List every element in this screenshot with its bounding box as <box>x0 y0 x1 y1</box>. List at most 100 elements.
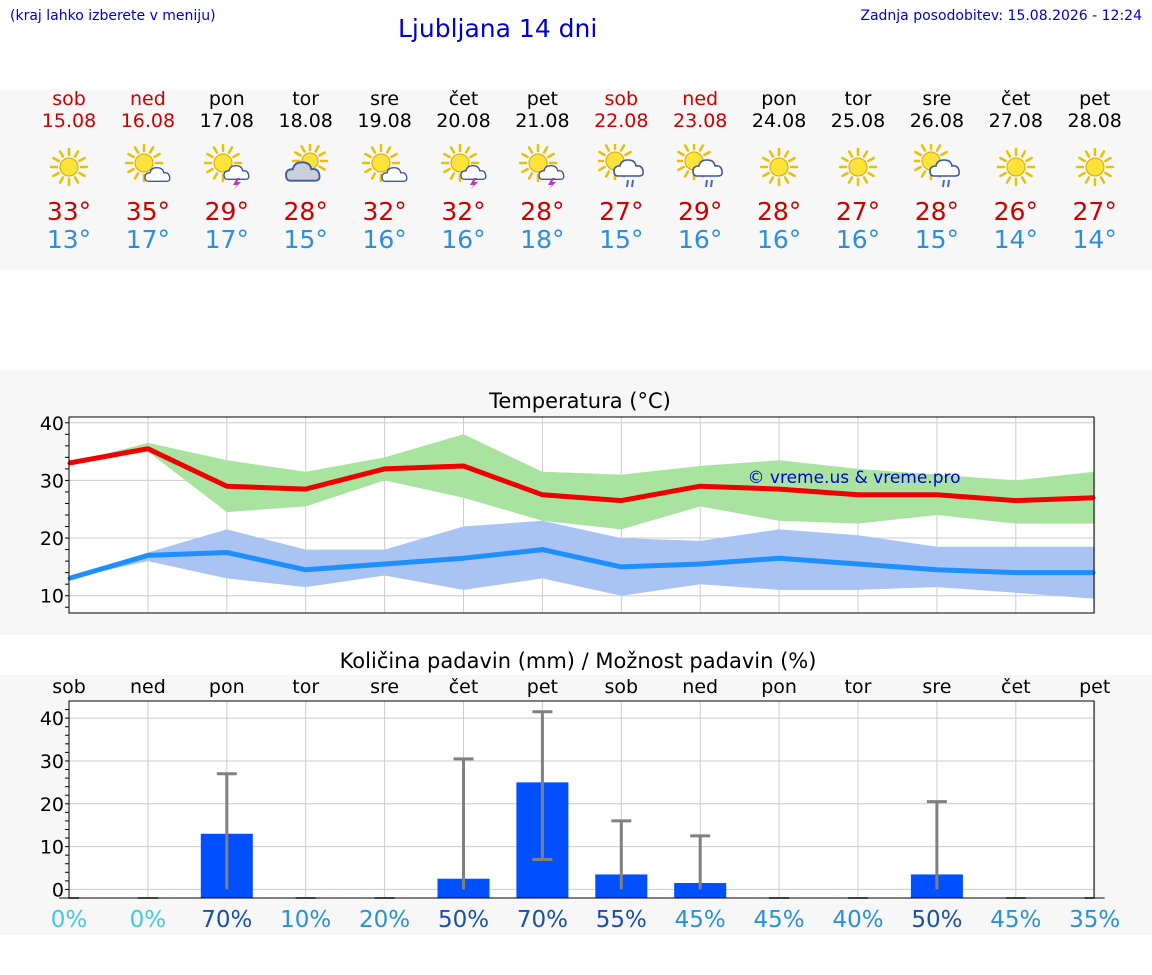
max-temperature: 28° <box>520 197 565 226</box>
sun-icon <box>46 144 92 190</box>
min-temperature: 18° <box>520 225 565 254</box>
sun-icon <box>756 144 802 190</box>
day-date: 21.08 <box>515 110 570 132</box>
max-temperature: 27° <box>835 197 881 226</box>
day-date: 15.08 <box>41 110 97 132</box>
day-name: sob <box>604 88 639 110</box>
precipitation-chart-title: Količina padavin (mm) / Možnost padavin … <box>340 649 817 673</box>
y-tick-label: 0 <box>52 879 64 901</box>
day-column: sre 19.08 32° 16° <box>346 88 424 254</box>
data-point <box>856 562 860 566</box>
day-name: ned <box>682 88 719 110</box>
sun-icon <box>1072 144 1118 190</box>
min-temperature: 14° <box>993 225 1038 254</box>
min-temperature: 14° <box>1072 225 1117 254</box>
sun-icon <box>993 144 1039 190</box>
max-temperature: 33° <box>46 197 92 226</box>
data-point <box>777 556 781 560</box>
day-column: tor 18.08 28° 15° <box>267 88 345 254</box>
page-title: Ljubljana 14 dni <box>398 14 598 43</box>
sun-icon <box>835 144 881 190</box>
location-hint: (kraj lahko izberete v meniju) <box>10 8 216 24</box>
sun-rain-icon <box>596 141 645 190</box>
data-point <box>462 556 465 560</box>
temperature-chart: Temperatura (°C) 10 20 30 40 © vreme.us & vr… <box>40 389 1096 614</box>
data-point <box>462 464 465 468</box>
data-point <box>540 493 544 497</box>
day-name: tor <box>844 88 872 110</box>
min-temperature: 15° <box>599 225 644 254</box>
day-name: pet <box>526 88 558 110</box>
y-tick-label: 10 <box>40 837 64 859</box>
precipitation-probability: 20% <box>359 907 410 933</box>
day-date: 16.08 <box>120 110 176 132</box>
day-name: ned <box>129 88 166 110</box>
precipitation-probability: 35% <box>1069 907 1120 933</box>
data-point <box>146 447 150 451</box>
sun-rain-icon <box>911 141 960 190</box>
day-column: čet 20.08 32° 16° <box>425 88 503 254</box>
day-column: ned 23.08 29° 16° <box>661 88 739 254</box>
x-category-label: tor <box>845 676 872 698</box>
min-temperature: 16° <box>362 225 407 254</box>
min-temperature: 17° <box>204 225 249 254</box>
day-name: tor <box>292 88 320 110</box>
day-name: sre <box>922 88 952 110</box>
day-date: 24.08 <box>751 110 807 132</box>
max-temperature-line <box>68 446 1095 504</box>
x-category-label: sre <box>370 676 399 698</box>
temperature-chart-title: Temperatura (°C) <box>488 389 671 413</box>
min-temperature: 17° <box>125 225 171 254</box>
max-temperature: 28° <box>283 197 328 226</box>
min-temperature: 13° <box>46 225 92 254</box>
y-tick-label: 20 <box>40 794 64 816</box>
data-point <box>935 568 939 572</box>
day-column: sob 15.08 33° 13° <box>30 88 108 254</box>
max-temperature-band <box>69 434 1094 530</box>
precipitation-probability: 45% <box>754 907 805 933</box>
data-point <box>1014 499 1018 503</box>
sun-rain-icon <box>674 141 724 190</box>
y-tick-label: 40 <box>40 413 64 435</box>
day-date: 26.08 <box>909 110 965 132</box>
min-temperature: 16° <box>678 225 723 254</box>
x-category-label: čet <box>1001 676 1031 698</box>
precipitation-probability: 70% <box>517 907 568 933</box>
x-category-label: ned <box>130 676 166 698</box>
sun-cloud-icon <box>124 143 171 190</box>
data-point <box>225 484 229 488</box>
x-category-label: pet <box>527 676 558 698</box>
day-name: sre <box>370 88 400 110</box>
day-column: pet 28.08 27° 14° <box>1056 88 1134 254</box>
max-temperature: 32° <box>441 197 486 226</box>
data-point <box>383 467 387 471</box>
day-date: 17.08 <box>199 110 254 132</box>
x-category-label: sre <box>922 676 951 698</box>
precipitation-probability: 45% <box>990 907 1041 933</box>
min-temperature: 16° <box>835 225 881 254</box>
day-column: pon 17.08 29° 17° <box>188 88 266 254</box>
day-date: 22.08 <box>594 110 649 132</box>
day-column: tor 25.08 27° 16° <box>819 88 897 254</box>
day-name: pon <box>761 88 797 110</box>
max-temperature: 28° <box>914 197 960 226</box>
data-point <box>540 548 544 552</box>
max-temperature: 26° <box>993 197 1038 226</box>
precipitation-probability: 0% <box>51 907 88 933</box>
x-category-label: ned <box>682 676 718 698</box>
data-point <box>698 484 702 488</box>
min-temperature: 16° <box>756 225 802 254</box>
data-point <box>383 562 387 566</box>
sun-thunder-icon <box>519 143 565 190</box>
day-name: sob <box>52 88 86 110</box>
sun-thunder-icon <box>203 143 250 190</box>
x-category-label: pon <box>761 676 797 698</box>
max-temperature: 27° <box>1072 197 1117 226</box>
max-temperature: 28° <box>756 197 802 226</box>
data-point <box>856 493 860 497</box>
max-temperature: 29° <box>204 197 249 226</box>
day-name: čet <box>448 88 479 110</box>
max-temperature: 35° <box>125 197 171 226</box>
y-tick-label: 30 <box>40 751 64 773</box>
forecast-band <box>0 90 1152 270</box>
